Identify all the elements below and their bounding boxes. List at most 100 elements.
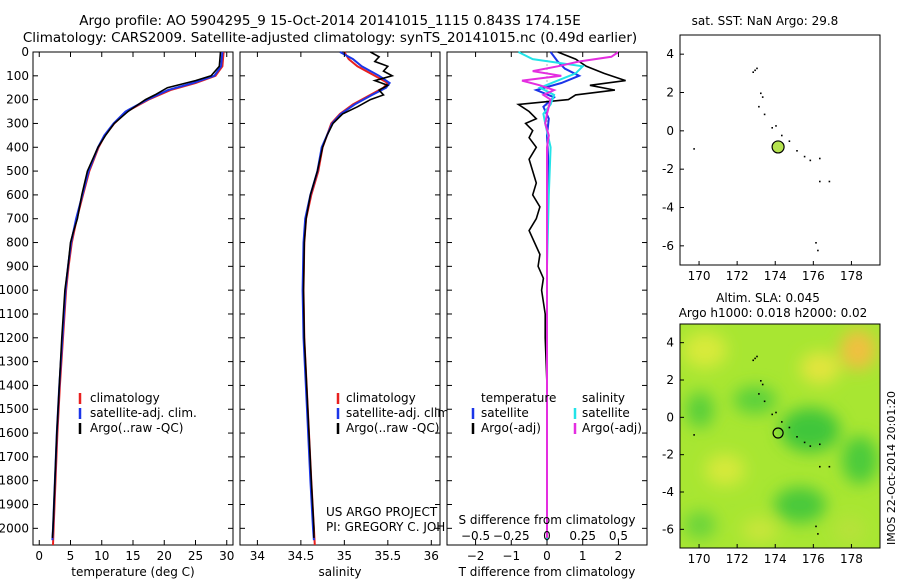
diff-legend-sargo: Argo(-adj) <box>582 421 642 435</box>
sla-blob <box>774 487 826 523</box>
sla-blob <box>733 386 777 414</box>
sla-ytick-label: -2 <box>662 448 674 462</box>
diff-xtick-label: −1 <box>502 549 520 563</box>
diff-series-1 <box>516 51 626 538</box>
sst-island <box>771 127 773 129</box>
sla-island <box>771 413 773 416</box>
sla-ytick-label: 0 <box>666 410 674 424</box>
sla-island <box>693 434 695 436</box>
depth-tick-label: 1100 <box>0 307 29 321</box>
temp-panel: 0 5 10 15 20 25 300100200300400500600700800900… <box>0 45 234 579</box>
sla-island <box>796 436 798 438</box>
temp-xtick-label: 30 <box>219 549 234 563</box>
diff-xtick2-label: 0 <box>543 529 551 543</box>
temp-legend: climatology satellite-adj. clim. Argo(..… <box>78 391 197 435</box>
sst-island <box>796 150 798 152</box>
sal-legend-clim: climatology <box>346 391 416 405</box>
sst-map-panel: sat. SST: NaN Argo: 29.8 170 172 174 176 178… <box>662 14 881 283</box>
sst-island <box>815 242 817 244</box>
sla-argo-marker <box>772 427 784 439</box>
diff-xlabel2: S difference from climatology <box>459 513 636 527</box>
sla-island <box>817 533 819 535</box>
title-line1: Argo profile: AO 5904295_9 15-Oct-2014 2… <box>79 13 581 29</box>
depth-tick-label: 1900 <box>0 498 29 512</box>
depth-tick-label: 1600 <box>0 426 29 440</box>
sst-island <box>761 96 764 98</box>
depth-tick-label: 1200 <box>0 331 29 345</box>
sst-island <box>788 140 791 142</box>
depth-tick-label: 900 <box>6 259 29 273</box>
sst-ytick-label: 0 <box>666 124 674 138</box>
sla-ytick-label: -4 <box>662 485 674 499</box>
side-stamp: IMOS 22-Oct-2014 20:01:20 <box>885 391 898 545</box>
sla-island <box>754 357 756 360</box>
temp-legend-clim: climatology <box>90 391 160 405</box>
sla-blob <box>683 332 727 368</box>
sst-xtick-label: 172 <box>726 269 749 283</box>
temp-xtick-label: 15 <box>125 549 140 563</box>
temp-xtick-label: 10 <box>94 549 109 563</box>
diff-legend-ssat: satellite <box>582 406 630 420</box>
sla-island <box>819 465 821 468</box>
depth-tick-label: 300 <box>6 116 29 130</box>
sla-xtick-label: 176 <box>802 552 825 566</box>
sst-island <box>803 155 806 158</box>
depth-tick-label: 1800 <box>0 474 29 488</box>
sst-ytick-label: -4 <box>662 201 674 215</box>
sla-title2: Argo h1000: 0.018 h2000: 0.02 <box>679 306 868 320</box>
sal-series-2 <box>302 51 395 538</box>
sla-heatmap <box>683 330 878 544</box>
sst-island <box>754 69 756 72</box>
sst-ytick-label: -6 <box>662 239 674 253</box>
sst-island <box>775 125 777 127</box>
sst-ytick-label: 4 <box>666 47 674 61</box>
sal-legend-argo: Argo(..raw -QC) <box>346 421 439 435</box>
sst-island <box>819 157 821 160</box>
sst-island <box>693 148 695 150</box>
sla-island <box>761 383 764 386</box>
sla-ytick-label: -6 <box>662 522 674 536</box>
sal-legend: climatology satellite-adj. clim. Argo(..… <box>336 391 453 435</box>
sst-island <box>758 105 760 108</box>
sla-blob <box>686 392 714 428</box>
sla-blob <box>705 454 745 486</box>
diff-xtick2-label: −0.25 <box>493 529 530 543</box>
sla-blob <box>780 408 840 452</box>
depth-tick-label: 200 <box>6 93 29 107</box>
sla-blob <box>684 511 716 539</box>
depth-tick-label: 1000 <box>0 283 29 297</box>
sal-panel: 34 34.5 35 35.5 36 salinity climatology sate… <box>239 51 480 579</box>
sla-island <box>758 393 760 395</box>
diff-legend-tsat: satellite <box>481 406 529 420</box>
sst-xtick-label: 176 <box>802 269 825 283</box>
diff-legend-temp-header: temperature <box>481 391 556 405</box>
depth-tick-label: 1700 <box>0 450 29 464</box>
sla-island <box>828 465 831 468</box>
depth-tick-label: 100 <box>6 69 29 83</box>
sst-xtick-label: 174 <box>764 269 787 283</box>
temp-xtick-label: 5 <box>67 549 75 563</box>
temp-legend-sat: satellite-adj. clim. <box>90 406 197 420</box>
sla-xtick-label: 178 <box>840 552 863 566</box>
sla-island <box>819 443 821 446</box>
sst-island <box>828 180 831 183</box>
sst-island <box>763 113 766 116</box>
diff-legend: temperature satellite Argo(-adj) salinit… <box>471 391 642 435</box>
depth-tick-label: 700 <box>6 212 29 226</box>
diff-panel: −2 −1 0 1 2 −0.5 −0.25 0 0.25 0.5 T difference fr… <box>446 51 648 579</box>
diff-xtick2-label: 0.25 <box>569 529 596 543</box>
sal-xtick-label: 34.5 <box>288 549 315 563</box>
depth-tick-label: 2000 <box>0 521 29 535</box>
sst-island <box>819 180 821 183</box>
depth-tick-label: 1300 <box>0 355 29 369</box>
sst-title: sat. SST: NaN Argo: 29.8 <box>692 14 839 28</box>
sla-blob <box>800 352 840 384</box>
title-line2: Climatology: CARS2009. Satellite-adjuste… <box>23 30 637 46</box>
sla-blob <box>742 518 778 542</box>
project-line2: PI: GREGORY C. JOHNSON <box>326 520 480 534</box>
sla-island <box>760 380 762 382</box>
sal-xlabel: salinity <box>318 565 361 579</box>
sst-argo-marker <box>771 140 785 154</box>
sla-xtick-label: 174 <box>764 552 787 566</box>
